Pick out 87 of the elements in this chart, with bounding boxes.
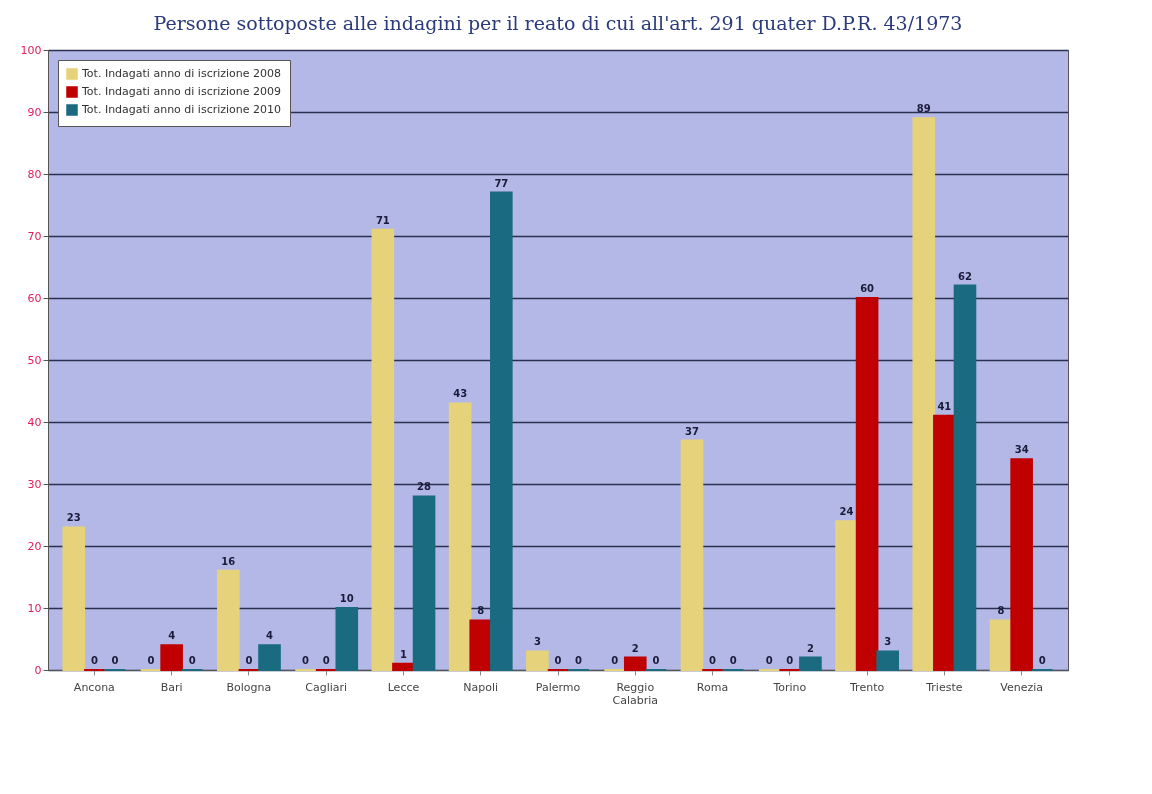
y-tick-label: 90	[27, 105, 42, 119]
x-tick-label: Cagliari	[305, 680, 348, 694]
bar	[623, 656, 647, 671]
data-label: 60	[860, 283, 875, 294]
bar	[876, 650, 899, 671]
legend-label: Tot. Indagati anno di iscrizione 2009	[81, 85, 282, 98]
data-label: 34	[1014, 444, 1029, 456]
bar	[469, 619, 493, 671]
data-label: 3	[884, 636, 892, 648]
chart-title: Persone sottoposte alle indagini per il reato di cui all'art. 291 quater D.P.R. 43/1973	[153, 12, 963, 34]
y-tick-label: 70	[27, 229, 42, 243]
y-tick-label: 40	[27, 415, 42, 429]
data-label: 0	[765, 655, 773, 666]
bar	[412, 495, 436, 671]
data-label: 0	[245, 655, 253, 666]
legend-label: Tot. Indagati anno di iscrizione 2010	[81, 103, 282, 116]
y-tick-label: 20	[27, 539, 42, 553]
bar	[217, 569, 240, 671]
data-label: 37	[684, 425, 699, 437]
data-label: 0	[322, 655, 330, 666]
data-label: 0	[786, 655, 794, 666]
y-tick-label: 10	[27, 601, 42, 615]
x-tick-label: Reggio Calabria	[612, 680, 659, 707]
bar	[989, 619, 1013, 671]
bar	[371, 228, 395, 671]
y-tick-label: 100	[20, 43, 42, 57]
bar	[448, 402, 472, 671]
data-label: 0	[611, 655, 619, 666]
data-label: 0	[111, 655, 119, 666]
x-tick-label: Bologna	[226, 680, 272, 694]
data-label: 3	[533, 636, 541, 648]
bar	[953, 284, 977, 671]
data-label: 2	[631, 642, 639, 654]
x-tick-label: Trento	[849, 680, 885, 694]
bar	[160, 644, 183, 671]
bar	[680, 439, 704, 671]
x-tick-label: Lecce	[387, 680, 420, 694]
data-label: 0	[147, 655, 155, 666]
bar	[799, 656, 822, 671]
data-label: 0	[302, 655, 310, 666]
bar	[490, 191, 513, 671]
data-label: 16	[221, 555, 236, 567]
x-tick-label: Palermo	[535, 680, 581, 694]
data-label: 0	[554, 655, 562, 666]
y-tick-label: 50	[27, 353, 42, 367]
y-tick-label: 60	[27, 291, 42, 305]
data-label: 0	[729, 655, 737, 666]
bar	[392, 662, 415, 671]
data-label: 2	[806, 642, 814, 654]
x-tick-label: Torino	[772, 680, 807, 694]
data-label: 10	[339, 593, 354, 604]
x-tick-label: Roma	[696, 680, 729, 694]
data-label: 1	[399, 648, 407, 660]
bar	[62, 526, 86, 671]
bar	[835, 520, 858, 671]
bar	[933, 414, 956, 671]
x-tick-label: Trieste	[925, 680, 963, 694]
bar	[258, 644, 281, 671]
x-tick-label: Bari	[160, 680, 183, 694]
bar	[855, 297, 879, 671]
bar	[335, 607, 359, 671]
y-tick-label: 0	[34, 663, 42, 677]
bar	[526, 650, 549, 671]
bar	[1010, 458, 1033, 671]
data-label: 0	[188, 655, 196, 666]
bar	[912, 117, 936, 671]
data-label: 0	[90, 655, 98, 666]
data-label: 24	[839, 506, 854, 518]
x-tick-label: Venezia	[1000, 680, 1044, 694]
data-label: 89	[916, 103, 931, 115]
data-label: 77	[494, 177, 509, 189]
legend-label: Tot. Indagati anno di iscrizione 2008	[81, 67, 282, 80]
data-label: 0	[1038, 655, 1046, 666]
data-label: 41	[937, 400, 952, 412]
y-tick-label: 30	[27, 477, 42, 491]
data-label: 4	[266, 630, 274, 642]
y-tick-label: 80	[27, 167, 42, 181]
x-tick-label: Napoli	[463, 680, 499, 694]
data-label: 0	[709, 655, 717, 666]
data-label: 71	[375, 214, 390, 226]
data-label: 62	[958, 270, 972, 282]
data-label: 23	[66, 512, 81, 524]
data-label: 4	[168, 630, 176, 642]
data-label: 0	[652, 655, 660, 666]
data-label: 43	[453, 388, 468, 400]
data-label: 0	[575, 655, 583, 666]
x-tick-label: Ancona	[73, 680, 115, 694]
